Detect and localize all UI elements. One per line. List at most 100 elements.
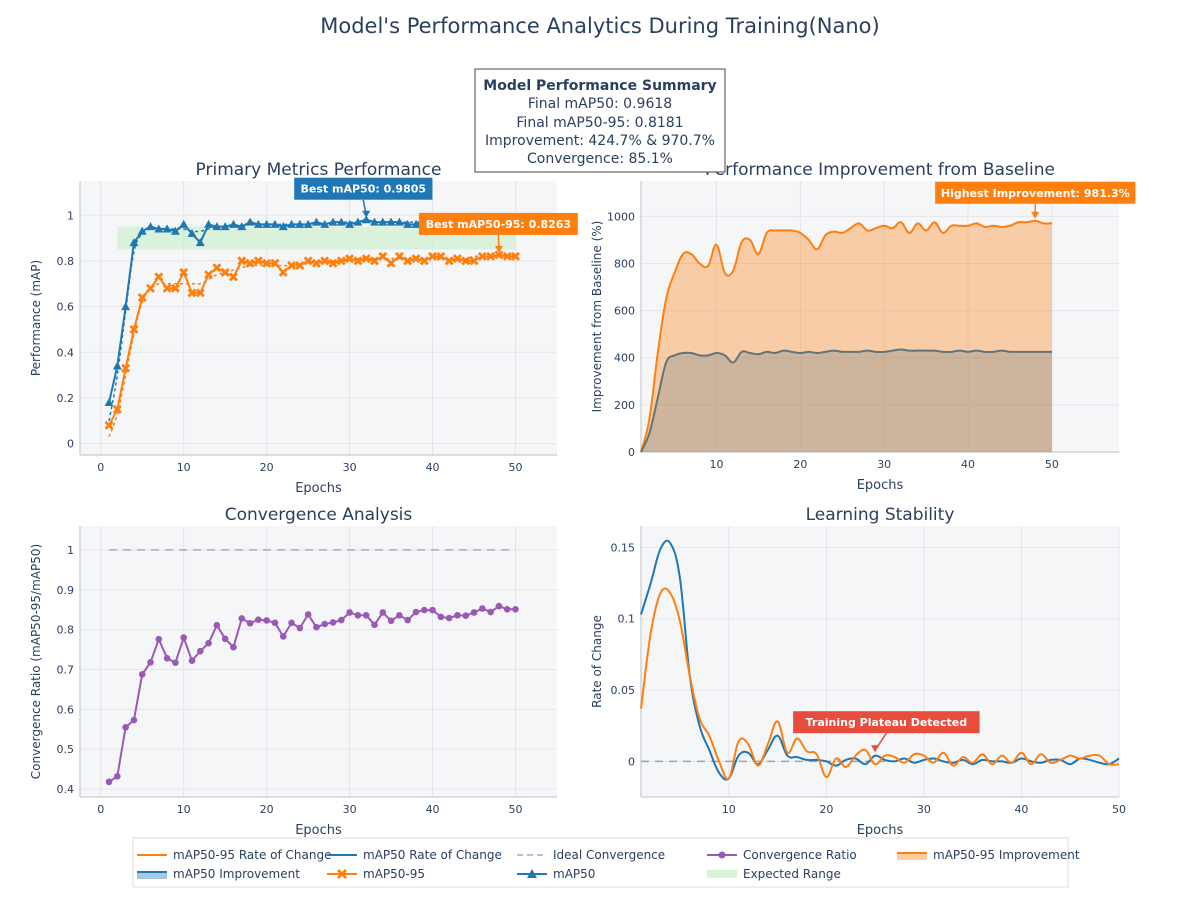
map5095-point (469, 256, 479, 266)
y-tick-label: 0.2 (57, 392, 75, 405)
map50-point (262, 219, 272, 228)
map5095-point (345, 254, 355, 264)
convergence-point (130, 716, 138, 724)
annotation-arrowhead (1031, 211, 1040, 219)
x-tick-label: 50 (1112, 803, 1126, 816)
annotation-box (418, 212, 578, 235)
legend-swatch (707, 870, 737, 878)
x-axis-label: Epochs (295, 823, 342, 838)
map50-point (195, 238, 205, 247)
map5095-point (187, 288, 197, 298)
convergence-point (296, 624, 304, 632)
convergence-point (495, 602, 503, 610)
x-tick-label: 40 (961, 458, 975, 471)
map50-point (328, 217, 338, 226)
convergence-point (329, 619, 337, 626)
y-tick-label: 600 (614, 305, 635, 318)
y-tick-label: 0.8 (57, 624, 75, 637)
legend-label: mAP50 Rate of Change (363, 848, 502, 862)
convergence-point (371, 621, 378, 629)
map5095-point (129, 324, 139, 334)
legend-item: Ideal Convergence (517, 848, 665, 862)
map5095-point (270, 258, 280, 268)
y-tick-label: 1 (67, 209, 74, 222)
map50-point (212, 222, 222, 231)
map50-point (228, 219, 238, 228)
chart-panel: 10 20 30 40 50 0 0.05 0.1 0.15 Learning Stability… (590, 505, 1126, 838)
y-tick-label: 1000 (607, 210, 635, 223)
annotation-arrowhead (494, 245, 503, 253)
expected-range-band (117, 226, 516, 250)
legend-swatch (137, 872, 167, 879)
map5095-improvement-line (640, 219, 1052, 453)
x-tick-label: 40 (426, 803, 440, 816)
map5095-point (320, 256, 330, 266)
convergence-point (313, 623, 320, 631)
legend-item: Convergence Ratio (707, 848, 857, 862)
annotation-arrowhead (871, 745, 880, 753)
convergence-point (321, 620, 329, 628)
convergence-point (230, 643, 237, 651)
map50-point (137, 226, 147, 235)
map50-point (336, 217, 346, 226)
convergence-point (396, 611, 403, 619)
y-tick-label: 0.15 (611, 541, 636, 554)
convergence-point (346, 609, 353, 616)
map5095-point (394, 251, 404, 261)
convergence-point (462, 612, 470, 619)
convergence-point (138, 670, 146, 678)
map5095-point (104, 420, 114, 430)
map5095-point (262, 258, 272, 268)
x-axis-label: Epochs (857, 478, 904, 493)
map50-point (345, 219, 355, 228)
map5095-point (137, 292, 147, 302)
map50-point (361, 215, 371, 224)
convergence-point (420, 606, 428, 614)
convergence-point (362, 611, 370, 619)
convergence-point (503, 605, 511, 613)
convergence-point (338, 616, 345, 624)
map5095-point (403, 256, 413, 266)
map5095-point (361, 254, 371, 264)
legend-item: mAP50 Improvement (137, 867, 300, 881)
map5095-point (452, 254, 462, 264)
annotation-box (294, 177, 433, 200)
map50-point (394, 217, 404, 226)
annotation-label: Best mAP50-95: 0.8263 (426, 218, 571, 231)
y-tick-label: 1 (67, 544, 74, 557)
x-tick-label: 40 (1014, 803, 1028, 816)
y-tick-label: 0 (67, 438, 74, 451)
map50-point (162, 224, 172, 233)
map5095-point (195, 288, 205, 298)
map50-improvement-area (641, 349, 1052, 452)
annotation-box (935, 181, 1136, 204)
chart-title: Convergence Analysis (225, 505, 413, 525)
y-tick-label: 800 (614, 257, 635, 270)
legend-item: mAP50-95 Improvement (897, 848, 1080, 862)
chart-panel: 0 10 20 30 40 50 0 0.2 0.4 0.6 0.8 1 Primary Metrics… (29, 160, 578, 496)
plot-background (80, 526, 557, 797)
convergence-point (412, 608, 420, 616)
map50-point (146, 222, 156, 231)
map5095-point (220, 267, 230, 277)
legend-label: Expected Range (743, 867, 841, 881)
map5095-point (477, 251, 487, 261)
x-tick-label: 50 (1045, 458, 1059, 471)
map50-point (204, 219, 214, 228)
legend-item: mAP50-95 (327, 867, 425, 881)
map5095-point (494, 250, 504, 260)
x-tick-label: 40 (426, 461, 440, 474)
map50-rate-line (640, 539, 1120, 781)
map5095-point (502, 251, 512, 261)
map5095-point (311, 258, 321, 268)
legend-item: mAP50 Rate of Change (327, 848, 502, 862)
convergence-point (180, 634, 187, 641)
convergence-point (454, 611, 461, 619)
map5095-point (212, 263, 222, 273)
x-tick-label: 30 (917, 803, 931, 816)
map5095-point (328, 258, 338, 268)
plot-background (641, 526, 1119, 797)
convergence-point (255, 616, 262, 623)
chart-title: Performance Improvement from Baseline (705, 160, 1055, 180)
summary-heading: Model Performance Summary (483, 78, 716, 94)
